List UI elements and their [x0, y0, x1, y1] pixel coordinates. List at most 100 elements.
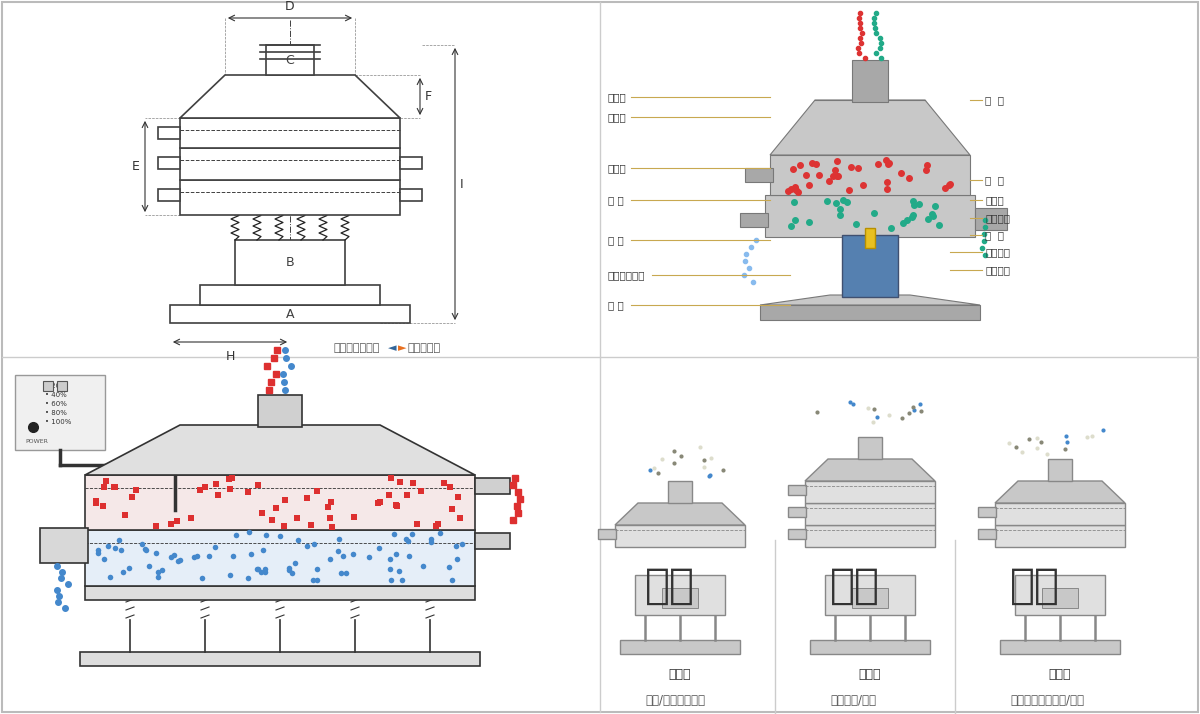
Text: 筛  盘: 筛 盘: [985, 230, 1004, 240]
Bar: [805, 481, 935, 503]
Text: 分级: 分级: [646, 565, 695, 607]
Bar: [745, 168, 773, 182]
Bar: [180, 118, 400, 148]
Text: 筛  网: 筛 网: [985, 95, 1004, 105]
Bar: [842, 235, 898, 297]
Bar: [58, 381, 67, 391]
Bar: [1000, 640, 1120, 654]
Text: 外形尺寸示意图: 外形尺寸示意图: [334, 343, 380, 353]
Bar: [760, 305, 980, 320]
Bar: [158, 189, 180, 201]
Text: 运输固定螺栓: 运输固定螺栓: [608, 270, 646, 280]
Bar: [805, 503, 935, 525]
Text: F: F: [425, 91, 432, 104]
Text: A: A: [286, 308, 294, 321]
Bar: [598, 529, 616, 539]
Bar: [858, 437, 882, 459]
Bar: [266, 45, 314, 75]
Bar: [635, 575, 725, 615]
Bar: [770, 155, 970, 195]
Text: 三层式: 三层式: [859, 668, 881, 681]
Bar: [475, 478, 510, 494]
Polygon shape: [805, 459, 935, 481]
Text: 弹 簧: 弹 簧: [608, 235, 624, 245]
Polygon shape: [616, 503, 745, 525]
Bar: [974, 208, 1007, 230]
Text: 下部重锤: 下部重锤: [985, 265, 1010, 275]
Text: E: E: [132, 161, 140, 174]
Bar: [740, 213, 768, 227]
Bar: [668, 481, 692, 503]
Text: 网  架: 网 架: [985, 175, 1004, 185]
Bar: [616, 525, 745, 547]
Bar: [1048, 459, 1072, 481]
Bar: [1015, 575, 1105, 615]
Bar: [852, 588, 888, 608]
Bar: [235, 240, 346, 285]
Text: 防尘盖: 防尘盖: [608, 112, 626, 122]
Text: 颗粒/粉末准确分级: 颗粒/粉末准确分级: [646, 693, 706, 706]
Text: 振动电机: 振动电机: [985, 247, 1010, 257]
Bar: [80, 652, 480, 666]
Bar: [995, 503, 1126, 525]
Bar: [200, 285, 380, 305]
Bar: [158, 157, 180, 169]
Polygon shape: [995, 481, 1126, 503]
Text: ◄: ◄: [388, 343, 396, 353]
Bar: [788, 529, 806, 539]
Text: H: H: [226, 350, 235, 363]
Bar: [14, 375, 106, 450]
Text: 结构示意图: 结构示意图: [408, 343, 442, 353]
Text: 上部重锤: 上部重锤: [985, 213, 1010, 223]
Bar: [865, 228, 875, 248]
Bar: [170, 305, 410, 323]
Bar: [978, 507, 996, 517]
Bar: [662, 588, 698, 608]
Text: 出料口: 出料口: [608, 163, 626, 173]
Bar: [158, 127, 180, 139]
Text: POWER: POWER: [25, 439, 48, 444]
Bar: [620, 640, 740, 654]
Bar: [400, 157, 422, 169]
Polygon shape: [770, 100, 970, 155]
Bar: [810, 640, 930, 654]
Bar: [258, 395, 302, 427]
Text: • 20%: • 20%: [46, 383, 67, 389]
Text: 双层式: 双层式: [1049, 668, 1072, 681]
Bar: [43, 381, 53, 391]
Bar: [995, 525, 1126, 547]
Bar: [978, 529, 996, 539]
Bar: [788, 507, 806, 517]
Text: 去除异物/结块: 去除异物/结块: [830, 693, 876, 706]
Bar: [85, 475, 475, 530]
Bar: [805, 525, 935, 547]
Text: D: D: [286, 0, 295, 13]
Text: 除杂: 除杂: [1010, 565, 1060, 607]
Text: 去除液体中的颗粒/异物: 去除液体中的颗粒/异物: [1010, 693, 1084, 706]
Bar: [85, 586, 475, 600]
Text: 进料口: 进料口: [608, 92, 626, 102]
Bar: [1042, 588, 1078, 608]
Text: C: C: [286, 54, 294, 66]
Text: • 100%: • 100%: [46, 419, 71, 425]
Text: 过滤: 过滤: [830, 565, 880, 607]
Text: 单层式: 单层式: [668, 668, 691, 681]
Text: I: I: [460, 178, 463, 191]
Polygon shape: [180, 75, 400, 118]
Bar: [826, 575, 916, 615]
Text: 加重块: 加重块: [985, 195, 1003, 205]
Text: ►: ►: [398, 343, 407, 353]
Text: 束 环: 束 环: [608, 195, 624, 205]
Polygon shape: [760, 295, 980, 305]
Bar: [180, 180, 400, 215]
Bar: [766, 195, 974, 237]
Bar: [788, 485, 806, 495]
Text: B: B: [286, 256, 294, 269]
Bar: [400, 189, 422, 201]
Bar: [40, 528, 88, 563]
Text: 机 座: 机 座: [608, 300, 624, 310]
Bar: [85, 530, 475, 586]
Polygon shape: [85, 425, 475, 475]
Bar: [852, 60, 888, 102]
Text: • 40%: • 40%: [46, 392, 67, 398]
